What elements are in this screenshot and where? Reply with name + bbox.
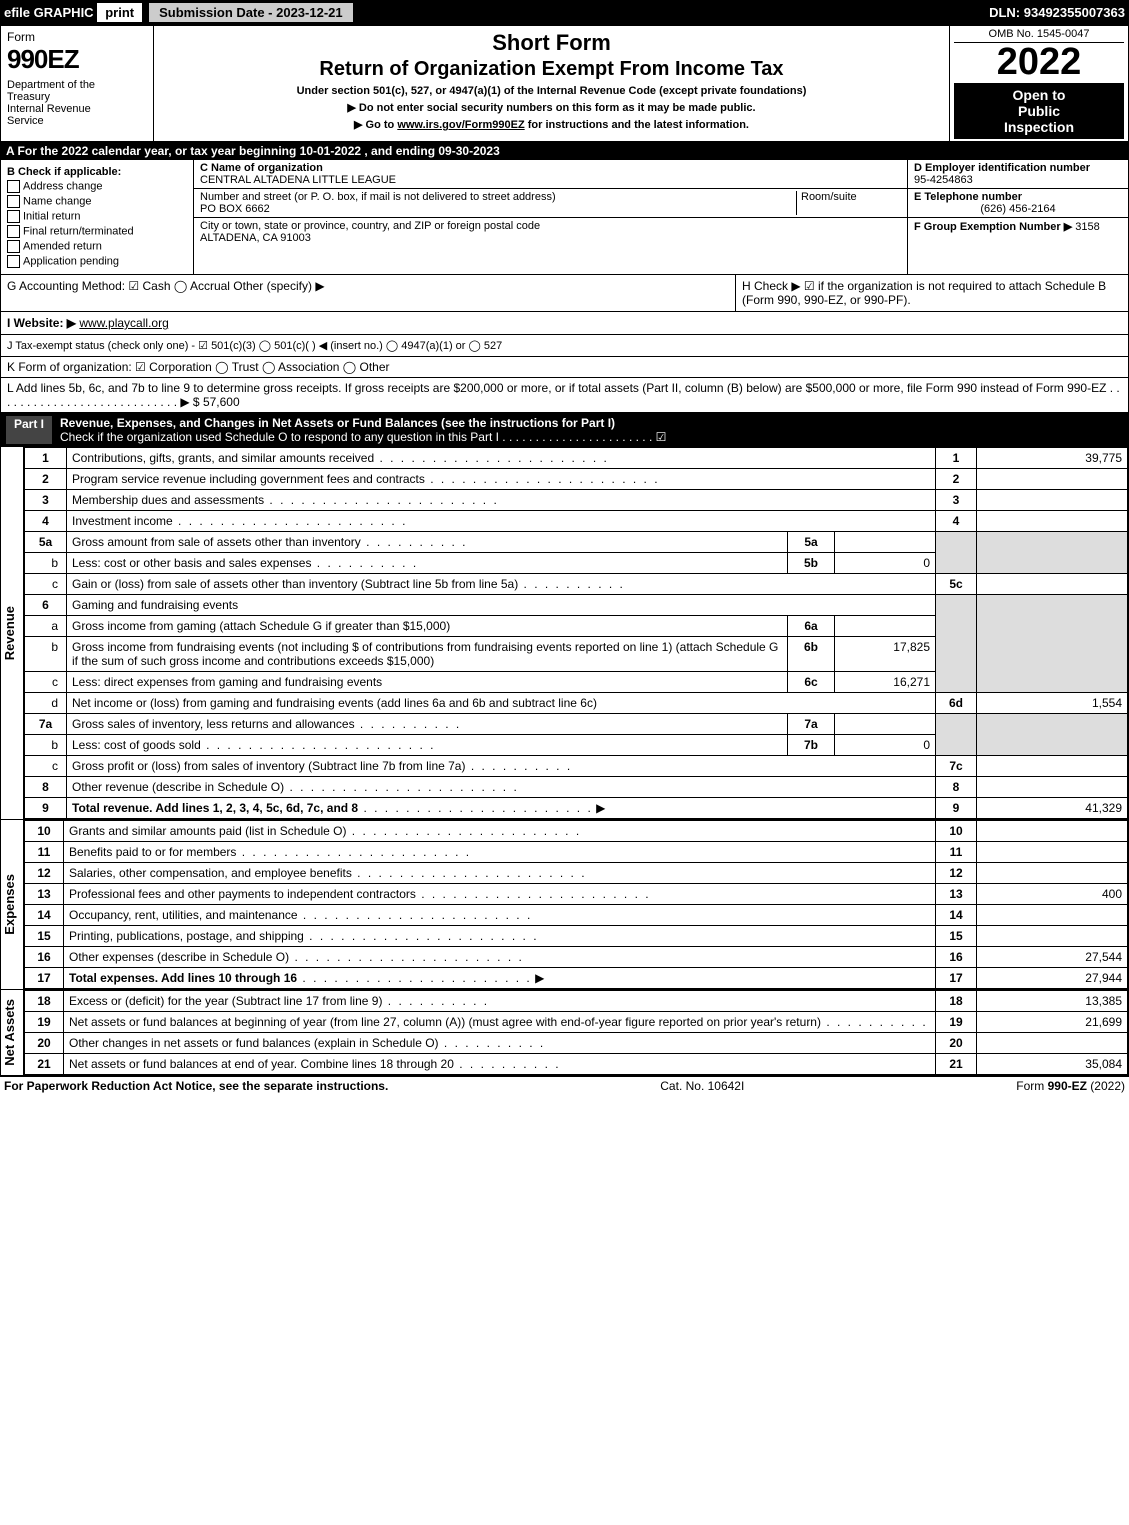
- line-17-amount: 27,944: [977, 968, 1128, 989]
- check-final-return[interactable]: [7, 225, 20, 238]
- org-name-label: C Name of organization: [200, 162, 323, 174]
- efile-label: efile GRAPHIC: [4, 5, 94, 20]
- revenue-side-label: Revenue: [2, 606, 22, 660]
- gh-row: G Accounting Method: ☑ Cash ◯ Accrual Ot…: [0, 275, 1129, 312]
- under-section: Under section 501(c), 527, or 4947(a)(1)…: [160, 85, 943, 97]
- line-6c-value: 16,271: [835, 672, 936, 693]
- line-16-amount: 27,544: [977, 947, 1128, 968]
- city-value: ALTADENA, CA 91003: [200, 232, 311, 244]
- tax-year: 2022: [954, 43, 1124, 81]
- col-b-title: B Check if applicable:: [7, 166, 121, 178]
- header-right: OMB No. 1545-0047 2022 Open to Public In…: [950, 26, 1128, 141]
- check-initial-return[interactable]: [7, 210, 20, 223]
- line-13-amount: 400: [977, 884, 1128, 905]
- line-7b-value: 0: [835, 735, 936, 756]
- ein-label: D Employer identification number: [914, 162, 1090, 174]
- dln-label: DLN: 93492355007363: [989, 5, 1125, 20]
- line-6b-value: 17,825: [835, 637, 936, 672]
- form-word: Form: [7, 30, 147, 44]
- goto-link[interactable]: ▶ Go to www.irs.gov/Form990EZ for instru…: [160, 118, 943, 131]
- net-assets-side-label: Net Assets: [2, 999, 22, 1066]
- header-mid: Short Form Return of Organization Exempt…: [154, 26, 950, 141]
- section-a: A For the 2022 calendar year, or tax yea…: [0, 142, 1129, 160]
- part-i-schedule-o-check: Check if the organization used Schedule …: [60, 430, 666, 444]
- submission-date: Submission Date - 2023-12-21: [148, 2, 354, 23]
- footer-left: For Paperwork Reduction Act Notice, see …: [4, 1079, 388, 1093]
- form-number: 990EZ: [7, 44, 147, 75]
- open-to-public: Open to Public Inspection: [954, 83, 1124, 139]
- footer-form-ref: Form 990-EZ (2022): [1016, 1079, 1125, 1093]
- line-18-amount: 13,385: [977, 991, 1128, 1012]
- website-line: I Website: ▶ www.playcall.org: [0, 312, 1129, 335]
- phone-value: (626) 456-2164: [914, 203, 1122, 215]
- expenses-side-label: Expenses: [2, 874, 22, 935]
- check-address-change[interactable]: [7, 180, 20, 193]
- check-application-pending[interactable]: [7, 255, 20, 268]
- tax-exempt-status: J Tax-exempt status (check only one) - ☑…: [0, 335, 1129, 357]
- form-header: Form 990EZ Department of theTreasuryInte…: [0, 25, 1129, 142]
- line-19-amount: 21,699: [977, 1012, 1128, 1033]
- website-label: I Website: ▶: [7, 316, 76, 330]
- main-title: Return of Organization Exempt From Incom…: [160, 58, 943, 81]
- col-b: B Check if applicable: Address change Na…: [1, 160, 194, 274]
- gross-receipts-line: L Add lines 5b, 6c, and 7b to line 9 to …: [0, 378, 1129, 413]
- expenses-section: Expenses 10Grants and similar amounts pa…: [0, 820, 1129, 990]
- city-label: City or town, state or province, country…: [200, 220, 540, 232]
- part-i-title: Revenue, Expenses, and Changes in Net As…: [60, 416, 615, 430]
- check-name-change[interactable]: [7, 195, 20, 208]
- part-i-label: Part I: [6, 416, 52, 444]
- line-21-amount: 35,084: [977, 1054, 1128, 1075]
- schedule-b-check: H Check ▶ ☑ if the organization is not r…: [736, 275, 1128, 311]
- topbar: efile GRAPHIC print Submission Date - 20…: [0, 0, 1129, 25]
- group-exemption-label: F Group Exemption Number ▶: [914, 221, 1072, 233]
- revenue-section: Revenue 1 Contributions, gifts, grants, …: [0, 447, 1129, 820]
- info-grid: B Check if applicable: Address change Na…: [0, 160, 1129, 275]
- col-de: D Employer identification number 95-4254…: [907, 160, 1128, 274]
- ein-value: 95-4254863: [914, 174, 973, 186]
- gross-receipts-amount: 57,600: [203, 395, 240, 409]
- header-left: Form 990EZ Department of theTreasuryInte…: [1, 26, 154, 141]
- room-label: Room/suite: [801, 191, 857, 203]
- org-name: CENTRAL ALTADENA LITTLE LEAGUE: [200, 174, 396, 186]
- print-button[interactable]: print: [97, 3, 142, 22]
- line-1-amount: 39,775: [977, 448, 1128, 469]
- form-of-organization: K Form of organization: ☑ Corporation ◯ …: [0, 357, 1129, 378]
- street-label: Number and street (or P. O. box, if mail…: [200, 191, 556, 203]
- website-value[interactable]: www.playcall.org: [79, 316, 168, 330]
- street-value: PO BOX 6662: [200, 203, 270, 215]
- department-label: Department of theTreasuryInternal Revenu…: [7, 79, 147, 127]
- net-assets-section: Net Assets 18Excess or (deficit) for the…: [0, 990, 1129, 1076]
- line-9-amount: 41,329: [977, 798, 1128, 819]
- part-i-header: Part I Revenue, Expenses, and Changes in…: [0, 413, 1129, 447]
- line-5b-value: 0: [835, 553, 936, 574]
- check-amended[interactable]: [7, 240, 20, 253]
- col-c: C Name of organization CENTRAL ALTADENA …: [194, 160, 907, 274]
- accounting-method: G Accounting Method: ☑ Cash ◯ Accrual Ot…: [1, 275, 736, 311]
- group-exemption-value: 3158: [1075, 221, 1099, 233]
- phone-label: E Telephone number: [914, 191, 1022, 203]
- short-form-title: Short Form: [160, 30, 943, 56]
- ssn-warning: ▶ Do not enter social security numbers o…: [160, 101, 943, 114]
- line-6d-amount: 1,554: [977, 693, 1128, 714]
- footer-cat-no: Cat. No. 10642I: [660, 1079, 744, 1093]
- footer: For Paperwork Reduction Act Notice, see …: [0, 1076, 1129, 1095]
